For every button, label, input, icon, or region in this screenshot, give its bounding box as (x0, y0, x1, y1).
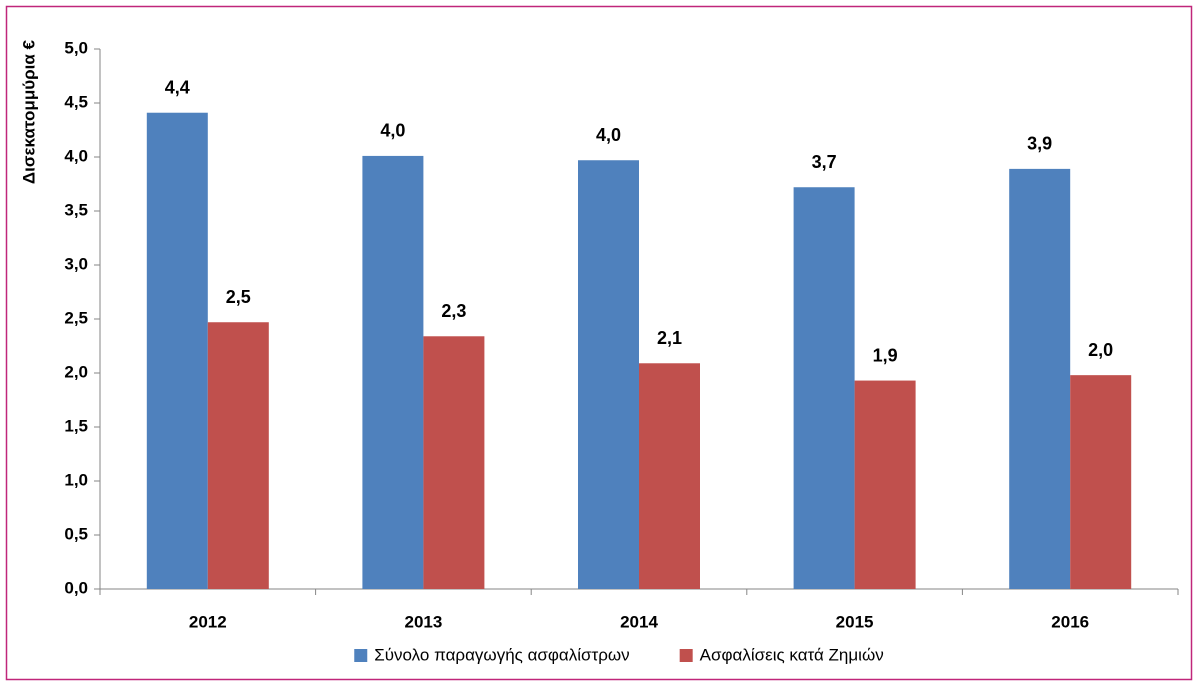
x-tick-label: 2012 (189, 612, 227, 631)
bar (793, 187, 855, 590)
y-tick-label: 1,5 (64, 416, 88, 435)
x-tick-label: 2016 (1051, 612, 1089, 631)
data-label: 1,9 (873, 345, 898, 365)
y-tick-label: 3,5 (64, 200, 88, 219)
bar (1009, 168, 1071, 589)
bar (1070, 375, 1132, 589)
bar (207, 322, 269, 589)
legend-label: Σύνολο παραγωγής ασφαλίστρων (374, 645, 629, 664)
x-tick-label: 2014 (620, 612, 658, 631)
data-label: 2,5 (226, 287, 251, 307)
bar (578, 160, 639, 590)
bar (854, 380, 916, 589)
y-tick-label: 2,5 (64, 308, 88, 327)
legend-label: Ασφαλίσεις κατά Ζημιών (700, 645, 884, 664)
data-label: 3,9 (1027, 134, 1052, 154)
bar (639, 363, 700, 589)
data-label: 4,0 (380, 121, 405, 141)
y-tick-label: 2,0 (64, 362, 88, 381)
x-tick-label: 2013 (404, 612, 442, 631)
x-tick-label: 2015 (836, 612, 874, 631)
legend-swatch (354, 649, 368, 662)
data-label: 2,1 (657, 328, 682, 348)
bar (146, 112, 208, 589)
y-tick-label: 0,5 (64, 524, 88, 543)
bar (423, 336, 485, 589)
data-label: 4,0 (596, 125, 621, 145)
data-label: 3,7 (812, 152, 837, 172)
y-tick-label: 4,5 (64, 92, 88, 111)
legend-swatch (679, 649, 693, 662)
y-tick-label: 0,0 (64, 578, 88, 597)
bar (362, 155, 424, 590)
y-tick-label: 3,0 (64, 254, 88, 273)
data-label: 2,3 (441, 301, 466, 321)
y-tick-label: 5,0 (64, 38, 88, 57)
data-label: 2,0 (1088, 340, 1113, 360)
data-label: 4,4 (165, 77, 190, 97)
y-axis-title: Δισεκατομμύρια € (19, 39, 38, 184)
y-tick-label: 4,0 (64, 146, 88, 165)
y-tick-label: 1,0 (64, 470, 88, 489)
